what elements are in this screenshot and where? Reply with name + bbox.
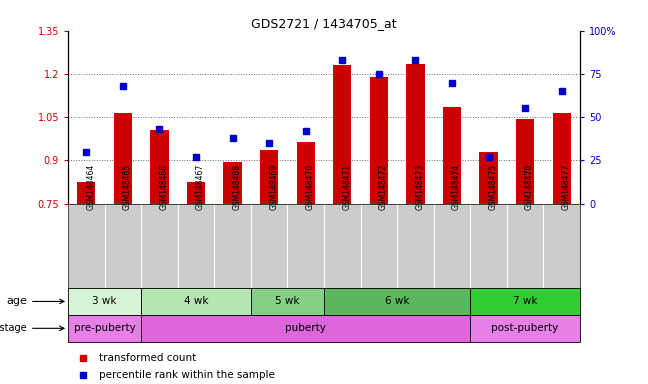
Bar xyxy=(114,113,132,204)
Text: GSM148468: GSM148468 xyxy=(233,164,242,210)
Bar xyxy=(260,150,278,204)
Text: GSM148465: GSM148465 xyxy=(123,164,132,210)
Bar xyxy=(324,288,470,315)
Text: GSM148464: GSM148464 xyxy=(86,164,95,210)
Text: GSM148471: GSM148471 xyxy=(342,164,351,210)
Text: age: age xyxy=(6,296,64,306)
Bar xyxy=(150,130,168,204)
Text: GSM148469: GSM148469 xyxy=(269,164,278,210)
Title: GDS2721 / 1434705_at: GDS2721 / 1434705_at xyxy=(251,17,397,30)
Text: 3 wk: 3 wk xyxy=(93,296,117,306)
Bar xyxy=(187,182,205,204)
Bar xyxy=(68,315,141,342)
Bar xyxy=(251,288,324,315)
Text: puberty: puberty xyxy=(285,323,326,333)
Text: GSM148474: GSM148474 xyxy=(452,164,461,210)
Bar xyxy=(470,315,580,342)
Bar xyxy=(141,315,470,342)
Text: post-puberty: post-puberty xyxy=(491,323,559,333)
Bar xyxy=(333,65,351,204)
Bar xyxy=(141,288,251,315)
Text: GSM148472: GSM148472 xyxy=(379,164,388,210)
Bar xyxy=(77,182,95,204)
Text: GSM148467: GSM148467 xyxy=(196,164,205,210)
Bar xyxy=(553,113,571,204)
Bar xyxy=(516,119,534,204)
Bar xyxy=(480,152,498,204)
Bar xyxy=(443,107,461,204)
Bar xyxy=(297,142,315,204)
Text: GSM148476: GSM148476 xyxy=(525,164,534,210)
Text: GSM148470: GSM148470 xyxy=(306,164,315,210)
Text: GSM148473: GSM148473 xyxy=(415,164,424,210)
Text: development stage: development stage xyxy=(0,323,64,333)
Bar xyxy=(68,288,141,315)
Text: 6 wk: 6 wk xyxy=(385,296,410,306)
Text: pre-puberty: pre-puberty xyxy=(74,323,135,333)
Text: GSM148475: GSM148475 xyxy=(489,164,498,210)
Text: 4 wk: 4 wk xyxy=(184,296,208,306)
Bar xyxy=(224,162,242,204)
Text: 5 wk: 5 wk xyxy=(275,296,299,306)
Text: transformed count: transformed count xyxy=(98,353,196,363)
Text: percentile rank within the sample: percentile rank within the sample xyxy=(98,370,275,381)
Text: 7 wk: 7 wk xyxy=(513,296,537,306)
Bar xyxy=(406,64,424,204)
Text: GSM148477: GSM148477 xyxy=(562,164,571,210)
Text: GSM148466: GSM148466 xyxy=(159,164,168,210)
Bar xyxy=(470,288,580,315)
Bar xyxy=(370,77,388,204)
